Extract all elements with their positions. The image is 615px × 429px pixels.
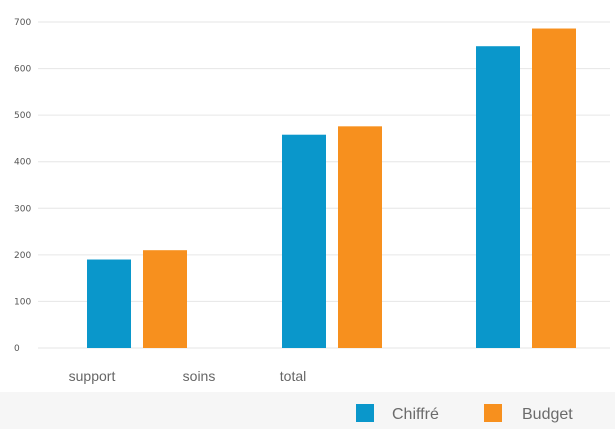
bar-1-budget <box>143 250 187 348</box>
y-tick-300: 300 <box>14 204 31 214</box>
legend: Chiffré Budget <box>356 404 573 423</box>
bar-2-chiffre <box>282 134 326 348</box>
category-label-support: support <box>69 368 116 384</box>
legend-label-chiffre: Chiffré <box>392 406 439 423</box>
legend-label-budget: Budget <box>522 406 573 423</box>
bars <box>87 28 576 349</box>
bar-3-chiffre <box>476 46 520 349</box>
y-tick-100: 100 <box>14 297 31 307</box>
y-tick-600: 600 <box>14 65 31 75</box>
y-tick-400: 400 <box>14 158 31 168</box>
y-tick-700: 700 <box>14 18 31 28</box>
legend-panel <box>0 392 615 429</box>
category-labels: support soins total <box>69 368 307 384</box>
category-label-soins: soins <box>183 368 216 384</box>
y-tick-0: 0 <box>14 344 20 354</box>
bar-1-chiffre <box>87 259 131 348</box>
bar-2-budget <box>338 126 382 348</box>
y-tick-500: 500 <box>14 111 31 121</box>
bar-3-budget <box>532 28 576 349</box>
category-label-total: total <box>280 368 306 384</box>
legend-swatch-chiffre <box>356 404 374 422</box>
legend-swatch-budget <box>484 404 502 422</box>
y-tick-labels: 0 100 200 300 400 500 600 700 <box>14 18 31 354</box>
y-tick-200: 200 <box>14 251 31 261</box>
